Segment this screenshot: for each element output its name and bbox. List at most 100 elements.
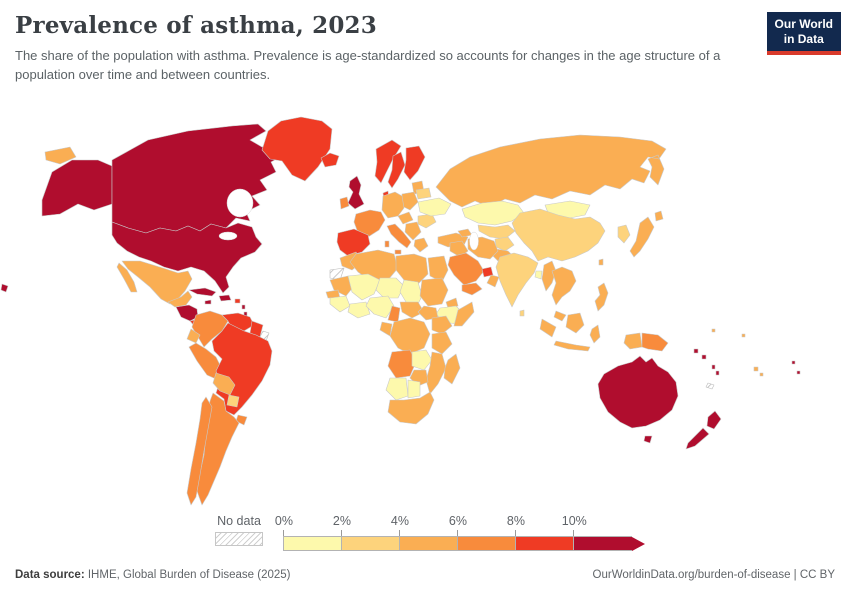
ireland-region[interactable] bbox=[339, 196, 350, 210]
botswana-region[interactable] bbox=[407, 379, 421, 399]
bangladesh-region[interactable] bbox=[534, 270, 543, 280]
micronesia-region[interactable] bbox=[711, 328, 746, 338]
france-region[interactable] bbox=[353, 209, 386, 238]
korea-region[interactable] bbox=[617, 224, 631, 244]
owid-logo[interactable]: Our World in Data bbox=[766, 12, 841, 55]
fiji-region[interactable] bbox=[753, 366, 764, 377]
jamaica-region[interactable] bbox=[204, 299, 212, 305]
venezuela-region[interactable] bbox=[221, 312, 255, 332]
india-region[interactable] bbox=[495, 252, 539, 308]
germany-region[interactable] bbox=[381, 191, 405, 219]
gabon-region[interactable] bbox=[379, 321, 393, 337]
new-caledonia-region[interactable] bbox=[705, 382, 715, 390]
uruguay-region[interactable] bbox=[235, 414, 248, 426]
central-asia-region[interactable] bbox=[477, 224, 516, 240]
madagascar-region[interactable] bbox=[443, 353, 461, 385]
car-region[interactable] bbox=[399, 301, 425, 319]
iberia-region[interactable] bbox=[336, 228, 371, 257]
taiwan-region[interactable] bbox=[598, 258, 604, 266]
libya-region[interactable] bbox=[395, 253, 429, 285]
belarus-region[interactable] bbox=[415, 187, 432, 200]
legend-bin-swatch[interactable] bbox=[574, 537, 632, 550]
hispaniola-region[interactable] bbox=[218, 294, 232, 302]
philippines-region[interactable] bbox=[594, 282, 609, 312]
eritrea-region[interactable] bbox=[445, 297, 459, 309]
indochina-region[interactable] bbox=[551, 266, 577, 306]
italy-region[interactable] bbox=[384, 223, 412, 255]
legend-bin-swatch[interactable] bbox=[342, 537, 400, 550]
angola-region[interactable] bbox=[387, 349, 417, 379]
mozambique-region[interactable] bbox=[425, 351, 447, 395]
uk-region[interactable] bbox=[347, 175, 365, 210]
alaska-region[interactable] bbox=[41, 159, 113, 217]
south-africa-region[interactable] bbox=[387, 391, 435, 425]
sudan-region[interactable] bbox=[419, 277, 449, 307]
zambia-region[interactable] bbox=[411, 349, 433, 371]
legend-bin-swatch[interactable] bbox=[516, 537, 574, 550]
sweden-region[interactable] bbox=[387, 151, 406, 189]
drc-region[interactable] bbox=[389, 317, 431, 355]
tasmania-region[interactable] bbox=[643, 435, 653, 444]
sulawesi-region[interactable] bbox=[589, 324, 601, 344]
page-title: Prevalence of asthma, 2023 bbox=[15, 12, 377, 39]
japan-region[interactable] bbox=[629, 210, 664, 258]
legend-bin-swatch[interactable] bbox=[284, 537, 342, 550]
vanuatu-region[interactable] bbox=[711, 364, 720, 376]
nz-south-region[interactable] bbox=[685, 427, 710, 450]
license-note[interactable]: OurWorldinData.org/burden-of-disease | C… bbox=[592, 569, 835, 581]
myanmar-region[interactable] bbox=[541, 260, 557, 292]
sri-lanka-region[interactable] bbox=[519, 309, 525, 317]
guatemala-region[interactable] bbox=[167, 290, 193, 308]
iceland-region[interactable] bbox=[320, 152, 340, 168]
tonga-samoa-region[interactable] bbox=[791, 360, 801, 375]
legend-bin-swatch[interactable] bbox=[400, 537, 458, 550]
canada-region[interactable] bbox=[111, 123, 287, 234]
nigeria-region[interactable] bbox=[365, 295, 395, 319]
namibia-region[interactable] bbox=[385, 377, 409, 401]
afghanistan-region[interactable] bbox=[494, 236, 515, 252]
solomon-region[interactable] bbox=[693, 348, 707, 360]
yemen-region[interactable] bbox=[461, 282, 483, 296]
paraguay-region[interactable] bbox=[226, 394, 240, 408]
puerto-rico-region[interactable] bbox=[234, 298, 241, 304]
cuba-region[interactable] bbox=[188, 287, 217, 297]
java-region[interactable] bbox=[553, 340, 591, 352]
niger-region[interactable] bbox=[375, 277, 405, 299]
poland-region[interactable] bbox=[401, 191, 419, 211]
somalia-region[interactable] bbox=[453, 301, 475, 327]
ivory-ghana-region[interactable] bbox=[347, 301, 371, 319]
russia-region[interactable] bbox=[435, 134, 667, 208]
romania-bulgaria-region[interactable] bbox=[417, 213, 437, 229]
china-region[interactable] bbox=[511, 208, 606, 262]
egypt-region[interactable] bbox=[427, 255, 449, 283]
legend-bin-swatch[interactable] bbox=[458, 537, 516, 550]
norway-region[interactable] bbox=[374, 139, 402, 184]
nz-north-region[interactable] bbox=[706, 410, 722, 430]
no-data-swatch[interactable] bbox=[215, 532, 263, 546]
greece-region[interactable] bbox=[413, 237, 429, 253]
ukraine-region[interactable] bbox=[417, 197, 452, 217]
balkans-region[interactable] bbox=[404, 221, 422, 241]
oman-region[interactable] bbox=[486, 274, 500, 288]
saudi-region[interactable] bbox=[447, 252, 485, 286]
finland-region[interactable] bbox=[403, 145, 426, 181]
mexico-region[interactable] bbox=[116, 260, 193, 305]
borneo-region[interactable] bbox=[565, 312, 585, 334]
mali-region[interactable] bbox=[347, 273, 381, 301]
west-papua-region[interactable] bbox=[623, 332, 643, 350]
tanzania-region[interactable] bbox=[431, 331, 453, 355]
png-region[interactable] bbox=[641, 332, 669, 352]
countries-layer bbox=[0, 116, 801, 506]
uae-region[interactable] bbox=[481, 266, 494, 278]
austria-region[interactable] bbox=[397, 211, 414, 225]
chile-region[interactable] bbox=[186, 396, 213, 506]
hawaii-region[interactable] bbox=[0, 283, 9, 293]
sumatra-region[interactable] bbox=[539, 318, 557, 338]
greenland-region[interactable] bbox=[261, 116, 333, 182]
malaysia-region[interactable] bbox=[553, 310, 567, 322]
guinea-region[interactable] bbox=[329, 295, 351, 313]
chukotka-w-region[interactable] bbox=[44, 146, 77, 165]
uganda-kenya-region[interactable] bbox=[431, 315, 453, 335]
australia-region[interactable] bbox=[597, 355, 679, 429]
